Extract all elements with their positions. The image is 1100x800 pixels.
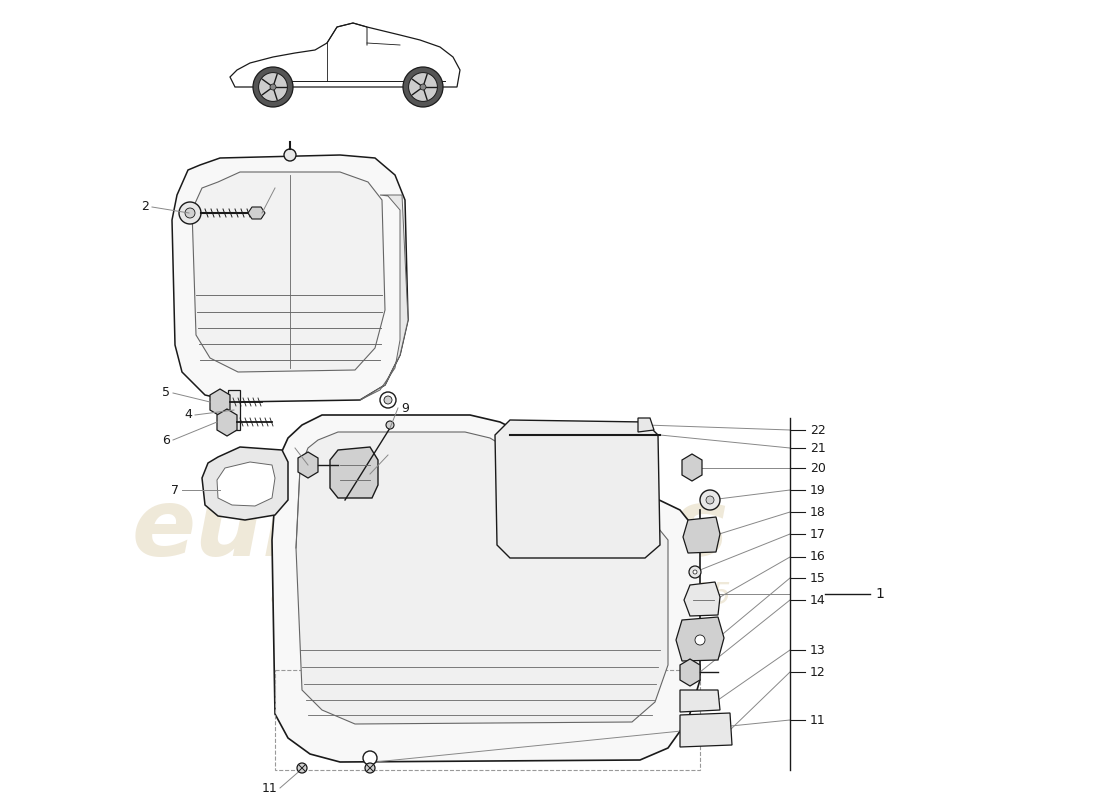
- Polygon shape: [202, 447, 288, 520]
- Polygon shape: [676, 617, 724, 661]
- Circle shape: [695, 635, 705, 645]
- Circle shape: [700, 490, 720, 510]
- Text: 9: 9: [402, 402, 409, 414]
- Polygon shape: [330, 447, 378, 498]
- Text: 22: 22: [810, 423, 826, 437]
- Text: 4: 4: [184, 409, 192, 422]
- Circle shape: [420, 84, 426, 90]
- Circle shape: [284, 149, 296, 161]
- Circle shape: [365, 763, 375, 773]
- Circle shape: [179, 202, 201, 224]
- Polygon shape: [298, 452, 318, 478]
- Circle shape: [185, 208, 195, 218]
- Polygon shape: [217, 409, 236, 436]
- Polygon shape: [248, 207, 265, 219]
- Text: 19: 19: [810, 483, 826, 497]
- Circle shape: [403, 67, 443, 107]
- Text: 20: 20: [810, 462, 826, 474]
- Text: a passion for parts since 1985: a passion for parts since 1985: [270, 581, 730, 610]
- Text: 6: 6: [162, 434, 170, 446]
- Polygon shape: [682, 454, 702, 481]
- Polygon shape: [360, 195, 408, 400]
- Circle shape: [270, 84, 276, 90]
- Text: 1: 1: [874, 587, 884, 601]
- Text: 12: 12: [810, 666, 826, 678]
- Polygon shape: [296, 432, 668, 724]
- Circle shape: [379, 392, 396, 408]
- Text: 5: 5: [162, 386, 170, 399]
- Text: 18: 18: [810, 506, 826, 518]
- Polygon shape: [495, 420, 660, 558]
- Circle shape: [253, 67, 293, 107]
- Text: 11: 11: [262, 782, 277, 794]
- Circle shape: [408, 73, 438, 102]
- Text: 3: 3: [278, 182, 286, 194]
- Text: 14: 14: [810, 594, 826, 606]
- Text: 15: 15: [810, 571, 826, 585]
- Polygon shape: [680, 659, 700, 686]
- Circle shape: [363, 751, 377, 765]
- Text: 13: 13: [810, 643, 826, 657]
- Polygon shape: [680, 713, 732, 747]
- Text: eurospares: eurospares: [131, 484, 728, 576]
- Circle shape: [689, 566, 701, 578]
- Polygon shape: [192, 172, 385, 372]
- Circle shape: [297, 763, 307, 773]
- Circle shape: [384, 396, 392, 404]
- Text: 2: 2: [141, 201, 149, 214]
- Circle shape: [258, 73, 287, 102]
- Polygon shape: [217, 462, 275, 506]
- Polygon shape: [680, 690, 720, 712]
- Circle shape: [693, 570, 697, 574]
- Circle shape: [706, 496, 714, 504]
- Text: 11: 11: [810, 714, 826, 726]
- Polygon shape: [683, 517, 720, 553]
- Polygon shape: [172, 155, 408, 402]
- Polygon shape: [638, 418, 654, 432]
- Text: 10: 10: [390, 449, 407, 462]
- Text: 8: 8: [284, 442, 292, 454]
- Text: 16: 16: [810, 550, 826, 563]
- Text: 17: 17: [810, 527, 826, 541]
- Polygon shape: [228, 390, 240, 430]
- Text: 7: 7: [170, 483, 179, 497]
- Polygon shape: [684, 582, 721, 616]
- Polygon shape: [272, 415, 700, 762]
- Polygon shape: [210, 389, 230, 416]
- Text: 21: 21: [810, 442, 826, 454]
- Circle shape: [386, 421, 394, 429]
